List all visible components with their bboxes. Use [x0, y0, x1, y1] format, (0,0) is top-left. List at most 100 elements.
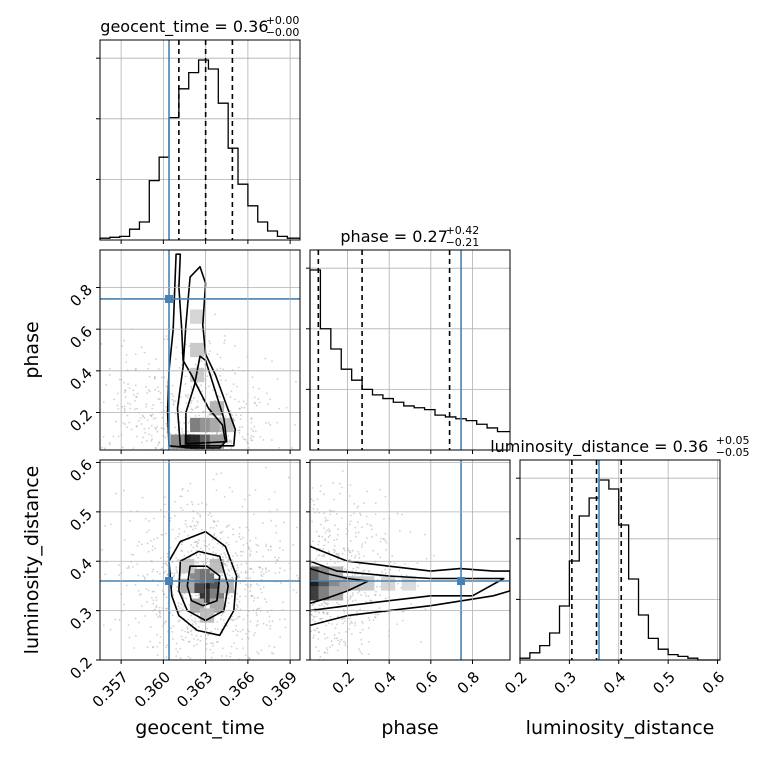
sample-point [270, 571, 272, 573]
sample-point [130, 483, 132, 485]
sample-point [278, 546, 281, 549]
sample-point [269, 545, 272, 548]
sample-point [219, 374, 222, 377]
sample-point [262, 595, 264, 597]
sample-point [170, 453, 172, 455]
sample-point [199, 515, 202, 518]
sample-point [433, 554, 436, 557]
sample-point [262, 573, 265, 575]
sample-point [164, 532, 167, 535]
sample-point [170, 464, 172, 466]
sample-point [269, 549, 272, 551]
sample-point [219, 537, 222, 540]
sample-point [250, 594, 253, 597]
sample-point [274, 616, 276, 618]
sample-point [174, 537, 177, 540]
title-lower-error: −0.05 [716, 446, 750, 459]
sample-point [164, 562, 167, 565]
sample-point [228, 524, 230, 526]
sample-point [304, 551, 306, 553]
sample-point [361, 573, 364, 576]
sample-point [321, 602, 324, 605]
sample-point [167, 514, 169, 516]
sample-point [317, 638, 320, 640]
sample-point [225, 393, 228, 396]
sample-point [232, 455, 234, 457]
sample-point [196, 544, 198, 547]
sample-point [410, 603, 413, 606]
sample-point [157, 504, 159, 506]
sample-point [215, 524, 218, 527]
title-upper-error: +0.42 [446, 224, 480, 237]
sample-point [242, 400, 245, 403]
sample-point [230, 567, 233, 570]
sample-point [183, 672, 185, 674]
sample-point [169, 517, 172, 520]
sample-point [260, 502, 262, 504]
sample-point [287, 476, 290, 479]
sample-point [336, 623, 338, 626]
sample-point [214, 480, 216, 482]
sample-point [294, 495, 296, 497]
sample-point [195, 541, 197, 544]
sample-point [197, 625, 200, 628]
sample-point [219, 705, 221, 707]
sample-point [225, 564, 228, 567]
sample-point [280, 582, 282, 584]
sample-point [357, 531, 360, 534]
sample-point [267, 570, 270, 572]
sample-point [279, 602, 281, 604]
sample-point [175, 566, 178, 569]
histogram-step [519, 479, 720, 661]
sample-point [357, 566, 360, 569]
sample-point [201, 390, 203, 393]
sample-point [181, 487, 184, 490]
sample-point [324, 516, 327, 519]
sample-point [180, 635, 183, 638]
sample-point [284, 662, 286, 664]
sample-point [58, 466, 60, 468]
sample-point [228, 486, 231, 489]
sample-point [196, 638, 199, 641]
sample-point [179, 395, 182, 398]
sample-point [159, 616, 162, 618]
sample-point [225, 542, 228, 544]
sample-point [253, 667, 255, 669]
sample-point [251, 603, 253, 605]
sample-point [137, 589, 140, 592]
sample-point [236, 572, 239, 575]
sample-point [342, 547, 345, 550]
sample-point [179, 452, 181, 454]
sample-point [291, 447, 293, 449]
x-tick-label-luminosity-distance: 0.6 [699, 668, 729, 698]
sample-point [336, 663, 338, 665]
sample-point [319, 490, 322, 493]
sample-point [172, 402, 175, 405]
sample-point [184, 487, 186, 489]
sample-point [141, 479, 143, 481]
sample-point [279, 639, 281, 641]
sample-point [215, 473, 218, 476]
sample-point [181, 488, 184, 491]
sample-point [335, 552, 338, 555]
sample-point [278, 407, 281, 410]
sample-point [180, 410, 183, 413]
sample-point [326, 478, 328, 480]
sample-point [237, 366, 240, 369]
sample-point [359, 608, 361, 611]
sample-point [249, 437, 252, 439]
sample-point [143, 546, 145, 548]
sample-point [236, 476, 238, 478]
sample-point [221, 669, 223, 671]
sample-point [350, 620, 352, 623]
sample-point [188, 640, 191, 643]
sample-point [153, 538, 155, 541]
sample-point [232, 555, 234, 557]
sample-point [61, 421, 63, 423]
sample-point [236, 598, 239, 601]
sample-point [173, 523, 175, 525]
sample-point [196, 400, 199, 403]
sample-point [190, 474, 192, 476]
sample-point [140, 456, 142, 458]
sample-point [250, 428, 253, 430]
